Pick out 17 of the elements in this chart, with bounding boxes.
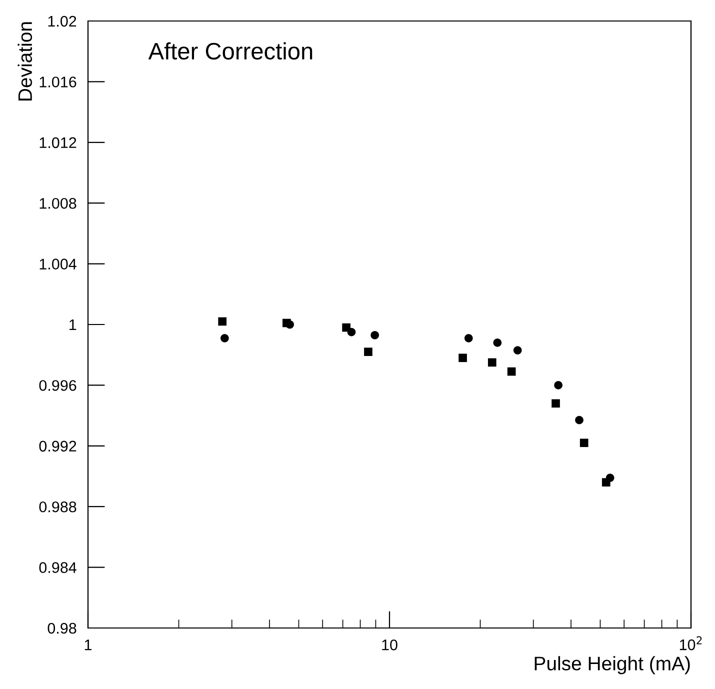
y-tick-label: 0.996 xyxy=(39,380,76,391)
y-tick-label: 0.992 xyxy=(39,440,76,452)
y-tick-label: 1.016 xyxy=(40,76,76,88)
y-tick-label: 1.02 xyxy=(48,16,76,27)
y-tick-label: 1 xyxy=(70,320,76,330)
y-tick-label: 0.98 xyxy=(48,622,76,634)
x-tick-label: 1 xyxy=(84,640,92,650)
y-tick-label: 1.008 xyxy=(40,198,76,209)
x-tick-label: 10 xyxy=(382,640,398,650)
y-tick-label: 0.988 xyxy=(39,501,76,512)
annotation: After Correction xyxy=(148,42,312,60)
x-axis-title: Pulse Height (mA) xyxy=(534,656,690,674)
y-axis-title: Deviation xyxy=(18,22,32,100)
y-tick-label: 1.012 xyxy=(40,137,76,148)
y-tick-label: 1.004 xyxy=(40,258,76,270)
x-tick-label: 10$^{2}$ xyxy=(680,636,702,650)
y-tick-label: 0.984 xyxy=(39,562,76,573)
